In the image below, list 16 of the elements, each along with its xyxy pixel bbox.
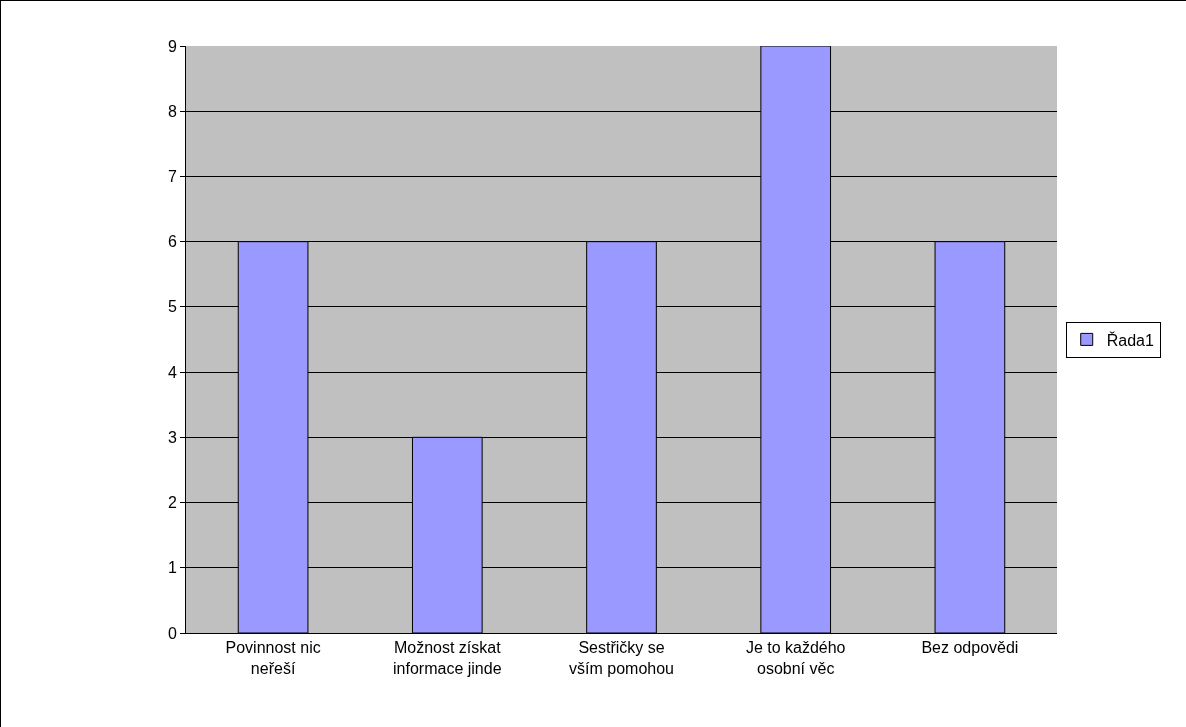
y-tick-label: 5 — [167, 298, 177, 316]
y-tick-label: 0 — [167, 624, 177, 642]
y-tick-label: 3 — [167, 428, 177, 446]
x-tick-label: Možnost získat informace jinde — [393, 639, 502, 677]
y-tick-label: 9 — [167, 37, 177, 55]
x-tick-label: Je to každého osobní věc — [745, 639, 846, 677]
x-tick-label: Sestřičky se vším pomohou — [569, 639, 674, 677]
x-tick-label: Povinnost nic neřeší — [225, 639, 321, 677]
y-tick-label: 1 — [167, 559, 177, 577]
legend-label: Řada1 — [1106, 330, 1154, 349]
y-tick-label: 2 — [167, 494, 177, 512]
y-tick-label: 8 — [167, 102, 177, 120]
y-tick-label: 7 — [167, 168, 177, 186]
x-tick-label: Bez odpovědi — [921, 639, 1019, 657]
y-tick-label: 4 — [167, 363, 177, 381]
y-tick-label: 6 — [167, 233, 177, 251]
